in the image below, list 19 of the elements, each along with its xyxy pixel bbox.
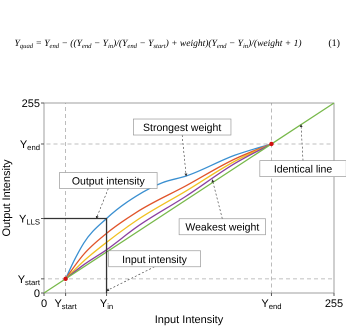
- y-tick-label: Y$_{end}$: [20, 138, 40, 152]
- annotation: Strongest weight: [143, 122, 222, 134]
- x-tick-label: Y$_{start}$: [54, 298, 78, 311]
- y-tick-label: 0: [34, 288, 40, 300]
- y-axis-title: Output Intensity: [1, 158, 13, 237]
- x-tick-label: 255: [324, 298, 344, 310]
- annotation: Weakest weight: [185, 222, 260, 234]
- annotation: Input intensity: [122, 254, 188, 266]
- x-tick-label: Y$_{end}$: [261, 298, 282, 311]
- chart-title: Y$_{quad}$ = Y$_{end}$ − ((Y$_{end}$ − Y$_{in}$)/(Y$_{end}$ − Y$_{start}$) + weight)(Y$_{end}$ − Y$_{in}$)/(weight + 1): [14, 39, 302, 50]
- annotation: Identical line: [274, 164, 332, 176]
- text: (1): [328, 38, 340, 49]
- y-tick-label: 255: [22, 98, 40, 110]
- annotation: Output intensity: [72, 175, 146, 188]
- line-series: [64, 143, 272, 280]
- y-tick-label: Y$_{start}$: [18, 274, 41, 287]
- x-tick-label: Y$_{in}$: [100, 298, 114, 311]
- y-tick-label: Y$_{LLS}$: [18, 213, 40, 226]
- x-axis-title: Input Intensity: [154, 314, 224, 326]
